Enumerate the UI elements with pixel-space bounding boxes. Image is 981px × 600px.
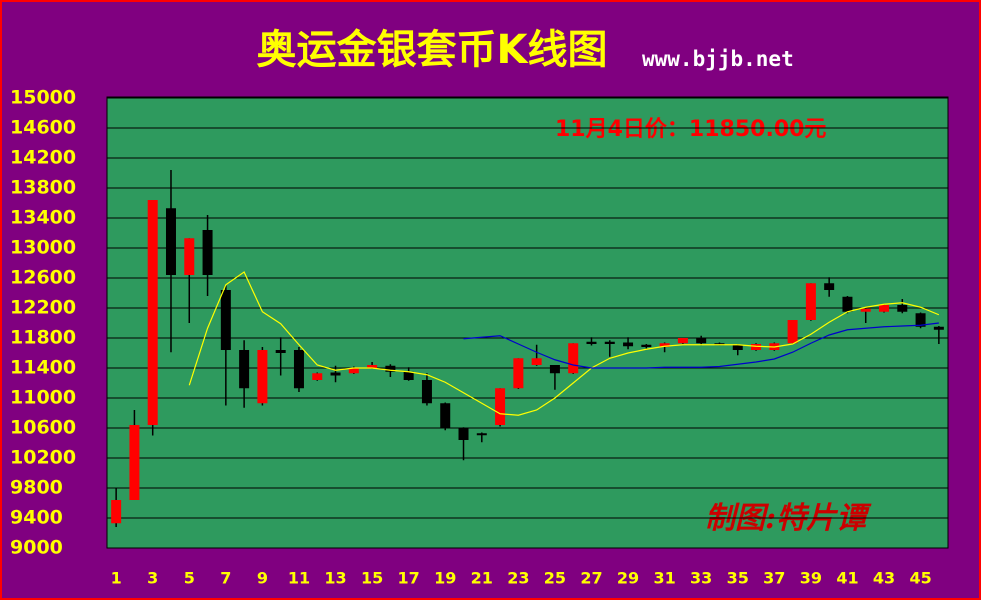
y-tick-label: 11000 [10,387,76,409]
candle-body [677,338,688,344]
x-tick-label: 35 [727,569,749,588]
candle-body [458,428,469,440]
chart-title: 奥运金银套币K线图 [257,27,608,73]
x-tick-label: 19 [434,569,456,588]
candle-body [860,308,871,312]
y-tick-label: 9800 [10,477,63,499]
x-tick-label: 25 [544,569,566,588]
candle-body [147,200,158,425]
y-tick-label: 10600 [10,417,76,439]
y-tick-label: 11800 [10,327,76,349]
candle-body [531,358,542,365]
candle-body [824,283,835,290]
candle-body [330,372,341,376]
y-tick-label: 13400 [10,207,76,229]
x-tick-label: 9 [257,569,268,588]
candle-body [495,388,506,425]
x-tick-label: 41 [836,569,858,588]
x-tick-label: 23 [507,569,529,588]
candle-body [915,313,926,327]
candle-body [293,350,304,389]
candle-body [696,338,707,344]
candle-body [568,343,579,374]
candle-body [165,208,176,275]
x-tick-label: 27 [580,569,602,588]
x-tick-label: 29 [617,569,639,588]
candle-body [257,350,268,404]
chart-subtitle: www.bjjb.net [642,47,794,71]
candle-body [659,343,670,347]
x-tick-label: 17 [398,569,420,588]
annotation: 11月4日价：11850.00元 [555,117,826,142]
candle-body [440,403,451,428]
x-tick-label: 39 [800,569,822,588]
candle-body [604,341,615,344]
candle-body [202,230,213,275]
candle-body [184,238,195,275]
candle-body [348,368,359,374]
candle-body [586,341,597,344]
y-tick-label: 9400 [10,507,63,529]
x-tick-label: 15 [361,569,383,588]
plot-area [106,96,949,549]
x-tick-label: 31 [653,569,675,588]
y-tick-label: 13000 [10,237,76,259]
candle-body [385,365,396,372]
y-tick-label: 14600 [10,117,76,139]
candle-body [111,500,122,524]
candle-body [751,344,762,350]
candle-body [421,380,432,404]
x-tick-label: 33 [690,569,712,588]
y-tick-label: 10200 [10,447,76,469]
x-tick-label: 3 [147,569,158,588]
y-tick-label: 14200 [10,147,76,169]
y-tick-label: 9000 [10,537,63,559]
y-tick-label: 13800 [10,177,76,199]
candle-body [805,283,816,320]
candle-body [403,371,414,380]
x-tick-label: 13 [324,569,346,588]
candle-body [129,425,140,500]
candle-body [367,365,378,368]
x-tick-label: 21 [471,569,493,588]
x-tick-label: 11 [288,569,310,588]
x-tick-label: 5 [184,569,195,588]
candle-body [879,305,890,312]
y-tick-label: 15000 [10,87,76,109]
candle-body [641,344,652,347]
y-tick-label: 11400 [10,357,76,379]
candle-body [732,344,743,350]
candle-body [842,296,853,312]
candle-body [312,373,323,380]
candle-body [787,320,798,344]
candle-body [220,290,231,350]
candle-body [476,433,487,436]
candle-body [623,342,634,347]
x-tick-label: 1 [111,569,122,588]
moving-average-line [463,322,939,369]
candle-body [897,305,908,312]
x-tick-label: 7 [220,569,231,588]
candle-body [239,350,250,389]
candle-body [933,326,944,330]
candle-body [549,365,560,374]
x-tick-label: 43 [873,569,895,588]
candle-body [275,350,286,353]
x-tick-label: 37 [763,569,785,588]
x-tick-label: 45 [909,569,931,588]
moving-average-line [188,271,940,416]
y-tick-label: 12600 [10,267,76,289]
y-tick-label: 12200 [10,297,76,319]
candle-body [513,358,524,389]
